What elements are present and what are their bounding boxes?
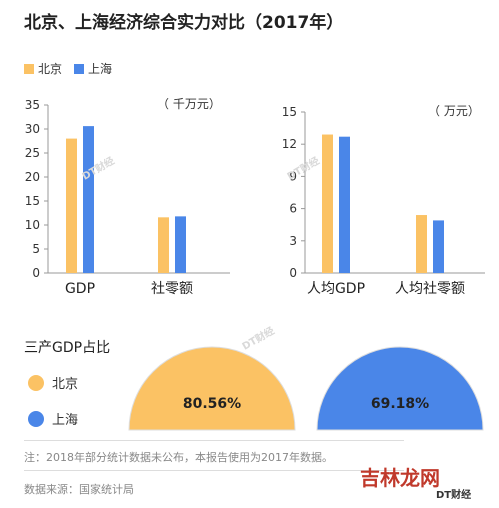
pie-value-label: 69.18%	[371, 396, 429, 412]
notes-divider	[24, 440, 404, 441]
y-tick-label: 0	[32, 266, 40, 280]
bar-shanghai	[339, 136, 350, 273]
legend-label-shanghai: 上海	[88, 62, 113, 76]
chart-legend: 北京 上海	[24, 60, 124, 77]
y-tick-label: 10	[25, 218, 40, 232]
legend-item-beijing: 北京	[24, 60, 62, 77]
y-tick-label: 15	[282, 105, 297, 119]
y-tick-label: 15	[25, 194, 40, 208]
watermark-site: 吉林龙网	[360, 466, 440, 490]
x-category-label: GDP	[65, 281, 95, 297]
pie-legend-shanghai: 上海	[28, 409, 78, 428]
page-title: 北京、上海经济综合实力对比（2017年）	[24, 13, 344, 33]
y-tick-label: 25	[25, 146, 40, 160]
pie-chart-title: 三产GDP占比	[24, 340, 111, 356]
y-tick-label: 6	[289, 202, 297, 216]
x-category-label: 人均社零额	[395, 281, 465, 297]
unit-label: （ 万元）	[428, 104, 480, 118]
data-note: 注：2018年部分统计数据未公布，本报告使用为2017年数据。	[24, 451, 333, 464]
bar-beijing	[158, 217, 169, 273]
legend-swatch-shanghai	[74, 63, 85, 74]
bar-beijing	[322, 134, 333, 273]
y-tick-label: 30	[25, 122, 40, 136]
pie-halfdisc-beijing	[128, 346, 296, 431]
pie-legend-label-shanghai: 上海	[52, 413, 79, 428]
legend-item-shanghai: 上海	[74, 60, 112, 77]
data-source: 数据来源：国家统计局	[24, 483, 134, 496]
pie-value-label: 80.56%	[183, 396, 241, 412]
x-category-label: 人均GDP	[307, 281, 365, 297]
y-tick-label: 35	[25, 98, 40, 112]
bar-beijing	[66, 138, 77, 273]
bar-shanghai	[83, 126, 94, 274]
y-tick-label: 5	[32, 242, 40, 256]
bar-beijing	[416, 215, 427, 273]
bar-shanghai	[433, 220, 444, 273]
pie-legend-dot-shanghai	[28, 410, 44, 427]
unit-label: （ 千万元）	[157, 97, 221, 111]
y-tick-label: 9	[289, 169, 297, 183]
pie-halfdisc-shanghai	[316, 346, 484, 431]
pie-legend-dot-beijing	[28, 374, 44, 391]
legend-label-beijing: 北京	[38, 62, 63, 76]
watermark-brand-logo: DT财经	[436, 490, 472, 501]
bar-shanghai	[175, 216, 186, 273]
y-tick-label: 3	[289, 234, 297, 248]
y-tick-label: 12	[282, 137, 297, 151]
x-category-label: 社零额	[151, 281, 193, 297]
notes-divider-2	[24, 470, 404, 471]
y-tick-label: 20	[25, 170, 40, 184]
y-tick-label: 0	[289, 266, 297, 280]
pie-legend-label-beijing: 北京	[52, 377, 79, 392]
pie-legend-beijing: 北京	[28, 373, 78, 392]
legend-swatch-beijing	[24, 63, 34, 74]
